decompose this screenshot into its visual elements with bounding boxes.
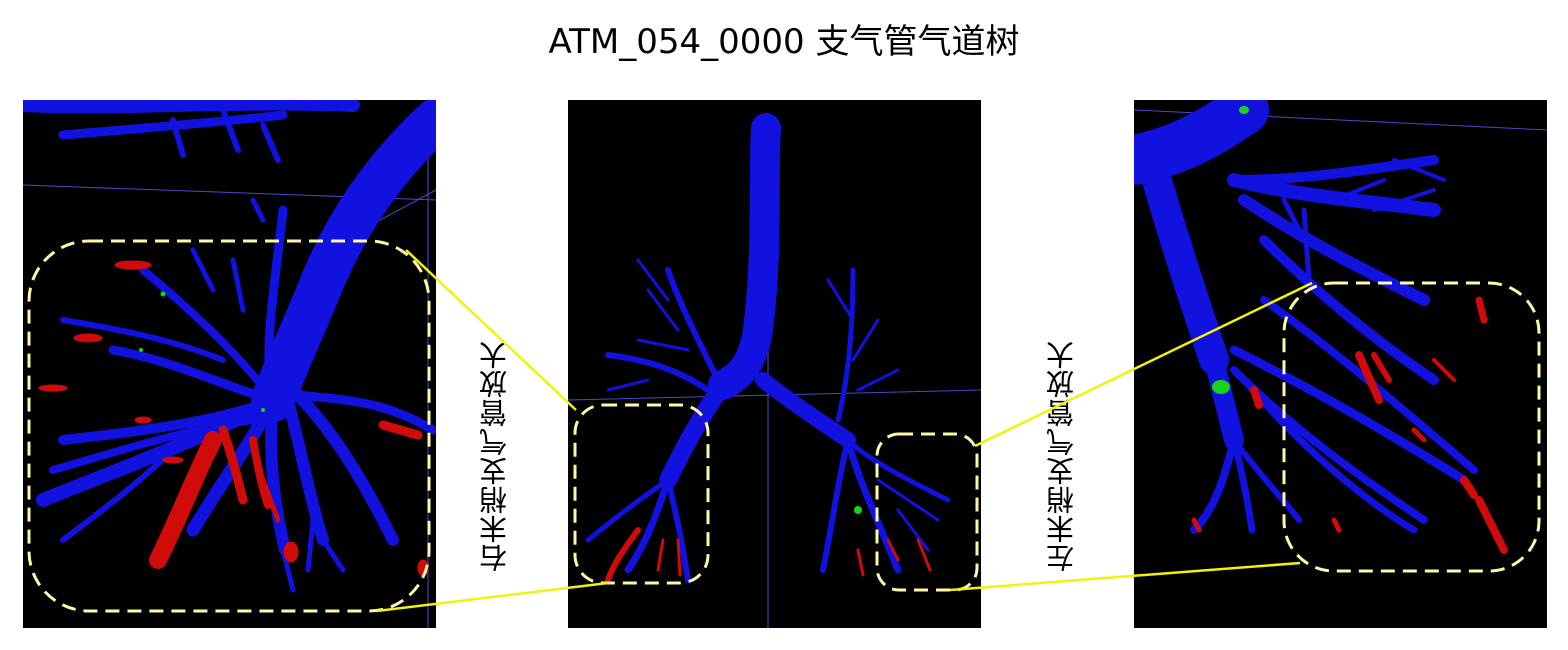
left-distal-zoom-panel xyxy=(1134,100,1547,628)
right-distal-zoom-label: 右末梢支气管放大 xyxy=(478,340,511,572)
full-airway-tree-panel xyxy=(568,100,981,628)
left-distal-zoom-label: 左末梢支气管放大 xyxy=(1045,340,1078,572)
right-distal-zoom-panel xyxy=(23,100,436,628)
left-distal-zoom-render xyxy=(1134,100,1547,554)
figure-title: ATM_054_0000 支气管气道树 xyxy=(548,22,1020,62)
right-distal-zoom-render xyxy=(23,100,436,628)
full-airway-tree-render xyxy=(568,113,981,628)
